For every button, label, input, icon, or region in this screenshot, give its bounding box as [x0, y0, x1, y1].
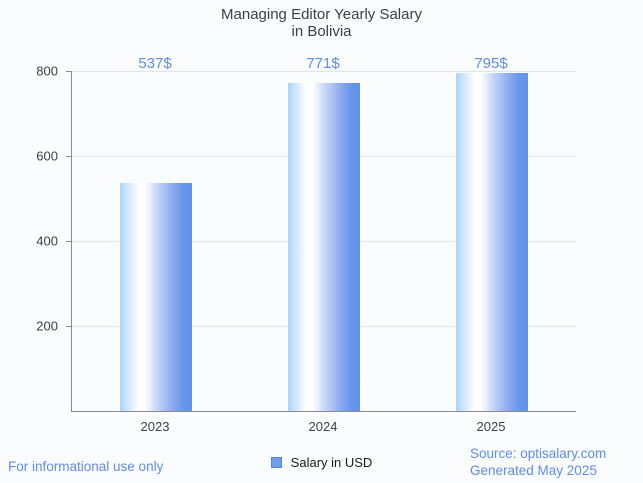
- y-tick-mark: [66, 241, 72, 242]
- y-tick-label: 600: [36, 148, 58, 164]
- bar-2025[interactable]: [456, 73, 528, 411]
- x-tick-label: 2023: [140, 419, 170, 434]
- y-tick-mark: [66, 156, 72, 157]
- chart-legend: Salary in USD: [0, 455, 643, 470]
- chart-title-line2: in Bolivia: [291, 23, 352, 40]
- chart-title-line1: Managing Editor Yearly Salary: [221, 6, 422, 23]
- disclaimer-text: For informational use only: [8, 459, 164, 474]
- bar-value-label: 537$: [138, 55, 172, 72]
- bar-value-labels: 537$ 771$ 795$: [71, 55, 575, 73]
- y-tick-label: 400: [36, 233, 58, 249]
- x-axis-labels: 2023 2024 2025: [71, 419, 575, 435]
- y-tick-mark: [66, 326, 72, 327]
- source-block: Source: optisalary.com Generated May 202…: [470, 445, 606, 479]
- bar-value-label: 795$: [474, 55, 508, 72]
- bar-2023[interactable]: [120, 182, 192, 411]
- gridline: [72, 71, 576, 72]
- plot-area: [66, 71, 576, 412]
- source-text: Source: optisalary.com: [470, 446, 607, 461]
- bar-2024[interactable]: [288, 83, 360, 411]
- y-tick-mark: [66, 71, 72, 72]
- y-axis-labels: 200 400 600 800: [0, 64, 63, 411]
- bar-value-label: 771$: [306, 55, 340, 72]
- y-tick-label: 800: [36, 63, 58, 79]
- generated-text: Generated May 2025: [470, 463, 597, 478]
- x-tick-label: 2024: [308, 419, 338, 434]
- legend-label: Salary in USD: [290, 455, 373, 470]
- chart-title: Managing Editor Yearly Salary in Bolivia: [0, 6, 643, 40]
- legend-swatch-icon: [270, 457, 282, 468]
- x-tick-label: 2025: [476, 419, 506, 434]
- y-tick-label: 200: [36, 318, 58, 334]
